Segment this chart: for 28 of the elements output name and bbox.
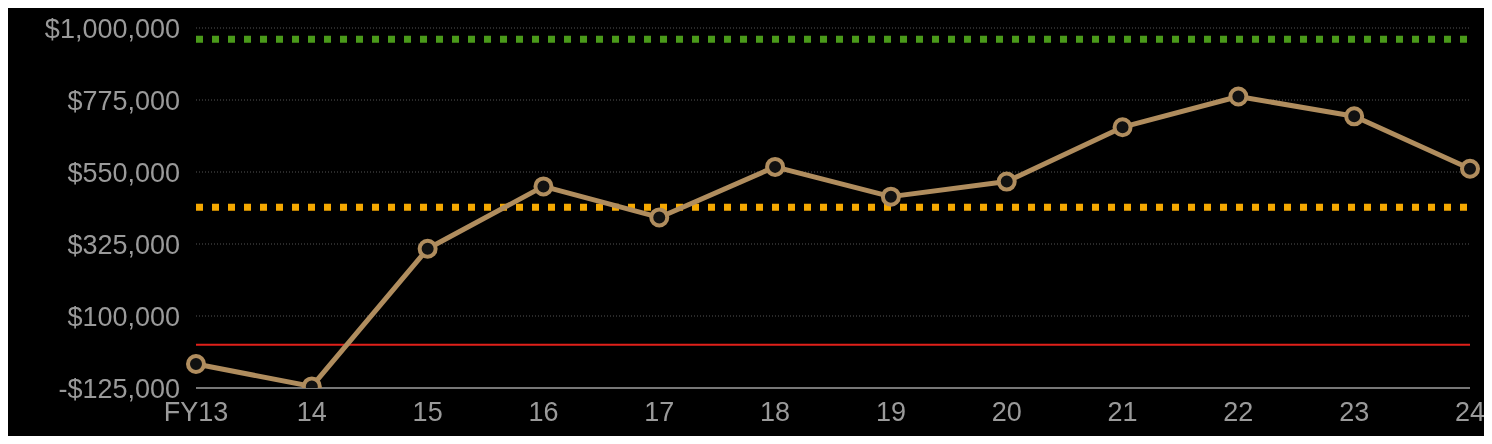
point — [1228, 86, 1249, 107]
point — [186, 354, 206, 374]
x-tick-label: 24 — [1454, 397, 1486, 428]
y-tick-label: $100,000 — [67, 301, 180, 332]
point — [649, 207, 670, 228]
point — [533, 176, 554, 197]
x-tick-label: 14 — [296, 397, 327, 428]
y-tick-label: $1,000,000 — [44, 13, 180, 44]
point — [1344, 106, 1365, 127]
x-tick-label: 21 — [1107, 397, 1138, 428]
y-tick-label: $775,000 — [67, 85, 180, 116]
point — [996, 171, 1017, 192]
x-tick-label: 18 — [760, 397, 791, 428]
x-tick-label: 17 — [644, 397, 675, 428]
point — [417, 238, 438, 259]
x-tick-label: 22 — [1223, 397, 1254, 428]
x-tick-label: 15 — [412, 397, 443, 428]
point — [765, 156, 786, 177]
point — [1460, 158, 1480, 179]
x-tick-label: 19 — [875, 397, 906, 428]
point — [880, 186, 901, 207]
point — [1112, 117, 1133, 138]
y-tick-label: $550,000 — [67, 157, 180, 188]
y-tick-label: $325,000 — [67, 229, 180, 260]
x-tick-label: FY13 — [163, 397, 229, 428]
x-tick-label: 23 — [1339, 397, 1370, 428]
x-tick-label: 20 — [991, 397, 1022, 428]
x-tick-label: 16 — [528, 397, 559, 428]
